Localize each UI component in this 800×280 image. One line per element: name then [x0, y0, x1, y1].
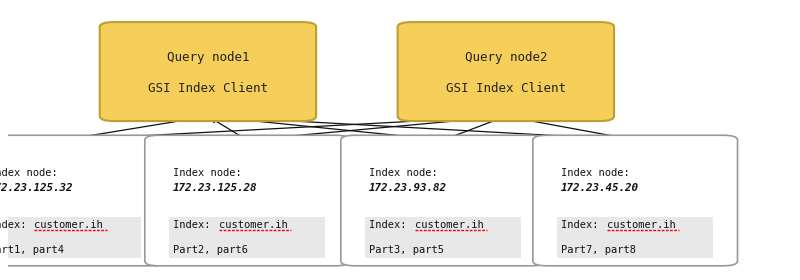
Text: Query node2: Query node2 — [465, 51, 547, 64]
FancyBboxPatch shape — [365, 217, 521, 258]
Text: Index:: Index: — [369, 220, 413, 230]
Text: 172.23.125.32: 172.23.125.32 — [0, 183, 74, 193]
FancyBboxPatch shape — [557, 217, 714, 258]
Text: customer.ih: customer.ih — [414, 220, 483, 230]
FancyBboxPatch shape — [145, 135, 350, 266]
FancyBboxPatch shape — [0, 217, 141, 258]
Text: GSI Index Client: GSI Index Client — [148, 82, 268, 95]
Text: 172.23.125.28: 172.23.125.28 — [173, 183, 258, 193]
FancyBboxPatch shape — [100, 22, 316, 121]
Text: 172.23.45.20: 172.23.45.20 — [561, 183, 639, 193]
Text: Index:: Index: — [561, 220, 605, 230]
FancyBboxPatch shape — [341, 135, 546, 266]
Text: 172.23.93.82: 172.23.93.82 — [369, 183, 447, 193]
Text: Part7, part8: Part7, part8 — [561, 245, 636, 255]
Text: Index node:: Index node: — [561, 168, 630, 178]
FancyBboxPatch shape — [533, 135, 738, 266]
Text: Index:: Index: — [173, 220, 217, 230]
FancyBboxPatch shape — [0, 135, 165, 266]
FancyBboxPatch shape — [398, 22, 614, 121]
Text: Index:: Index: — [0, 220, 33, 230]
Text: Part1, part4: Part1, part4 — [0, 245, 64, 255]
Text: Index node:: Index node: — [369, 168, 438, 178]
Text: Part3, part5: Part3, part5 — [369, 245, 444, 255]
Text: Index node:: Index node: — [0, 168, 58, 178]
Text: Part2, part6: Part2, part6 — [173, 245, 248, 255]
Text: Index node:: Index node: — [173, 168, 242, 178]
Text: Query node1: Query node1 — [166, 51, 249, 64]
Text: GSI Index Client: GSI Index Client — [446, 82, 566, 95]
FancyBboxPatch shape — [169, 217, 325, 258]
Text: customer.ih: customer.ih — [34, 220, 103, 230]
Text: customer.ih: customer.ih — [606, 220, 675, 230]
Text: customer.ih: customer.ih — [218, 220, 287, 230]
